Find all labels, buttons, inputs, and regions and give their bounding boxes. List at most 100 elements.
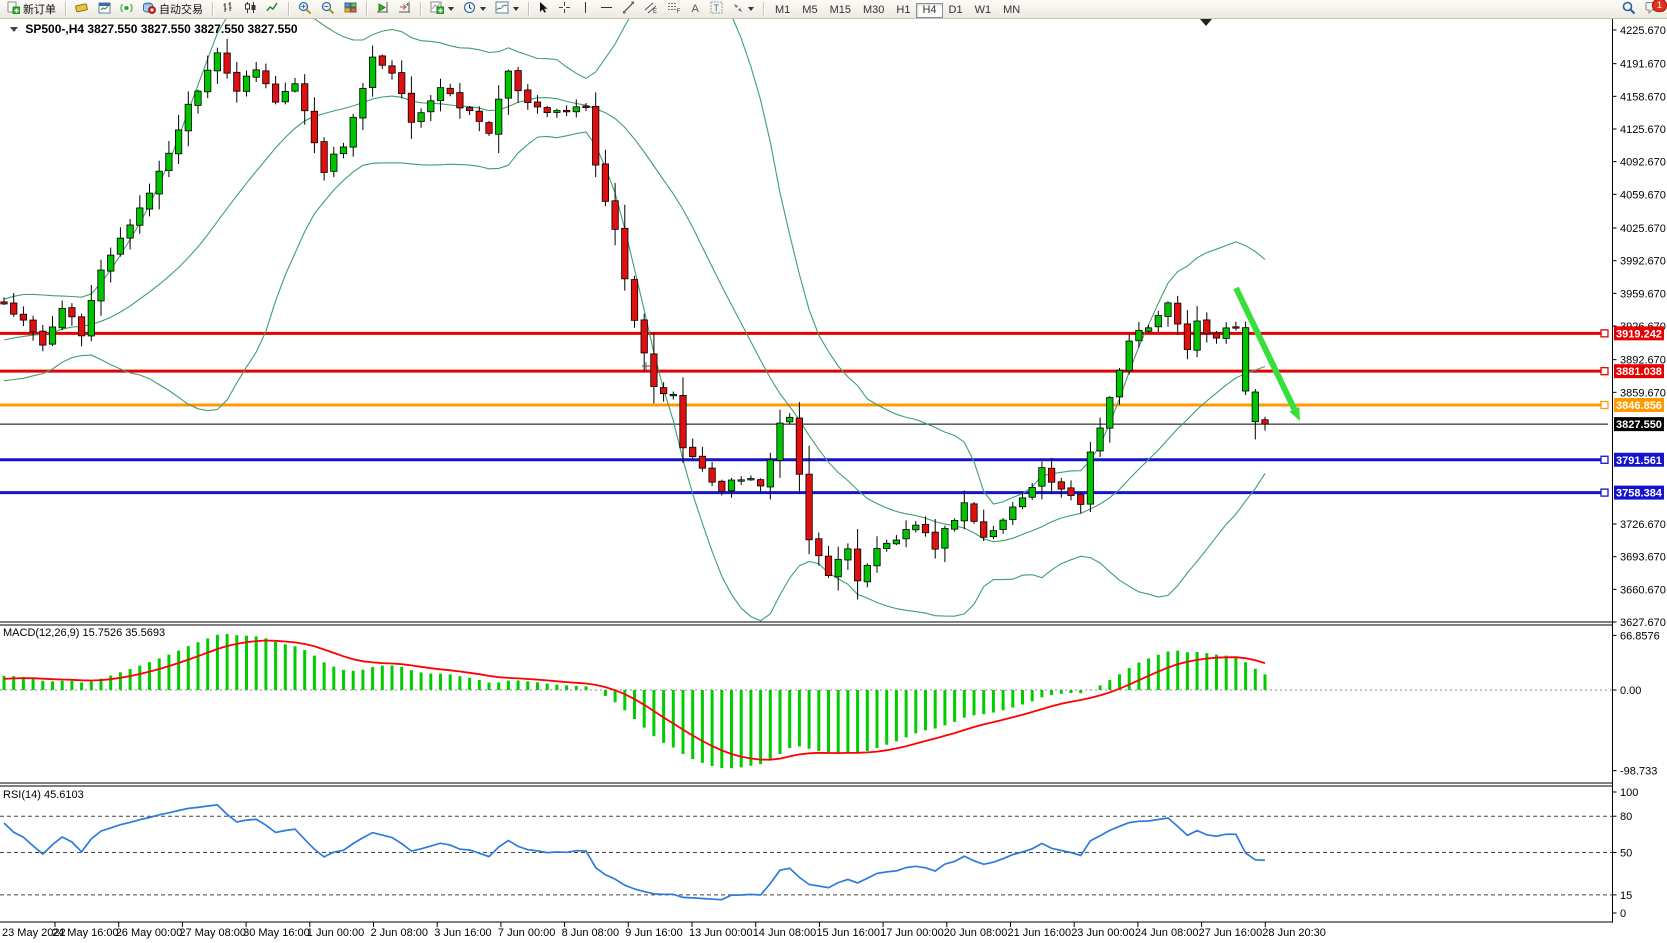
- macd-tick-label: -98.733: [1620, 766, 1657, 778]
- candle: [563, 110, 571, 113]
- line-endpoint-handle[interactable]: [1600, 367, 1609, 376]
- candle: [262, 70, 270, 85]
- chart-shift-marker-icon[interactable]: [1200, 19, 1212, 26]
- price-line-label: [1614, 452, 1664, 467]
- zoom-in-button[interactable]: [294, 1, 316, 18]
- price-tick-label: 3892.670: [1620, 355, 1666, 367]
- candle: [708, 467, 716, 483]
- chat-button[interactable]: 1: [1641, 0, 1667, 18]
- candle: [1009, 506, 1017, 521]
- equidistant-channel-button[interactable]: E: [640, 1, 662, 18]
- tile-windows-button[interactable]: [340, 1, 361, 18]
- timeframe-m15[interactable]: M15: [824, 3, 857, 18]
- candle: [1183, 323, 1191, 350]
- auto-trading-button[interactable]: 自动交易: [138, 1, 207, 18]
- price-line-label-text: 3881.038: [1616, 366, 1662, 378]
- timeframe-d1[interactable]: D1: [943, 3, 969, 18]
- search-button[interactable]: [1618, 1, 1640, 18]
- timeframe-h1[interactable]: H1: [890, 3, 916, 18]
- periods-button[interactable]: [459, 1, 490, 18]
- timeframe-w1[interactable]: W1: [969, 3, 998, 18]
- candle: [766, 459, 774, 488]
- candle: [446, 87, 454, 95]
- candle: [1193, 320, 1201, 351]
- line-chart-button[interactable]: [262, 1, 283, 18]
- candle: [1261, 419, 1269, 425]
- macd-label: MACD(12,26,9) 15.7526 35.5693: [3, 627, 166, 639]
- fibonacci-button[interactable]: F: [663, 1, 685, 18]
- chart-shift-button[interactable]: [394, 1, 415, 18]
- order-ticket-button[interactable]: [71, 1, 93, 18]
- timeframe-h4[interactable]: H4: [916, 2, 943, 18]
- candle: [436, 87, 445, 101]
- line-endpoint-handle[interactable]: [1600, 400, 1609, 410]
- candle: [456, 92, 464, 109]
- trendline-button[interactable]: [618, 1, 639, 18]
- templates-button[interactable]: [491, 1, 523, 18]
- candle: [495, 98, 503, 135]
- timeframe-m30[interactable]: M30: [857, 3, 890, 18]
- text-button[interactable]: A: [686, 1, 705, 18]
- timeframe-mn[interactable]: MN: [997, 3, 1026, 18]
- candle: [727, 479, 736, 492]
- candle: [892, 539, 901, 545]
- time-axis-label: 23 Jun 00:00: [1071, 927, 1135, 939]
- new-order-button[interactable]: 新订单: [3, 1, 60, 18]
- candle: [1115, 369, 1124, 398]
- candle: [281, 90, 289, 103]
- new-order-icon: [7, 1, 21, 17]
- price-tick-label: 3859.670: [1620, 387, 1666, 399]
- time-axis-label: 3 Jun 16:00: [434, 927, 492, 939]
- line-endpoint-handle[interactable]: [1600, 455, 1609, 464]
- candle: [58, 307, 66, 329]
- zoom-out-button[interactable]: [317, 1, 339, 18]
- auto-scroll-button[interactable]: [372, 1, 393, 18]
- notification-badge: 1: [1652, 0, 1667, 12]
- horizontal-line-button[interactable]: [596, 1, 617, 18]
- clock-icon: [463, 1, 476, 17]
- time-axis-label: 24 Jun 08:00: [1135, 927, 1199, 939]
- vertical-line-button[interactable]: [576, 1, 595, 18]
- dropdown-caret-icon: [448, 7, 454, 11]
- price-tick-label: 4092.670: [1620, 157, 1666, 169]
- rsi-tick-label: 50: [1620, 848, 1632, 860]
- candle: [611, 200, 619, 230]
- svg-text:F: F: [677, 9, 681, 14]
- chart-window-icon: [98, 2, 111, 17]
- toolbar-separator: [366, 2, 367, 16]
- timeframe-m1[interactable]: M1: [769, 3, 796, 18]
- template-icon: [495, 1, 509, 17]
- timeframe-m5[interactable]: M5: [796, 3, 823, 18]
- price-tick-label: 3992.670: [1620, 256, 1666, 268]
- arrows-button[interactable]: [728, 1, 758, 18]
- time-axis-label: 28 Jun 20:30: [1262, 927, 1326, 939]
- auto-scroll-icon: [376, 1, 389, 17]
- chart-window-button[interactable]: [94, 1, 115, 18]
- candle: [116, 237, 124, 255]
- text-label-button[interactable]: T: [706, 1, 727, 18]
- candle: [1212, 332, 1221, 339]
- candle: [1018, 497, 1027, 508]
- trend-arrow[interactable]: [1233, 286, 1298, 411]
- svg-text:T: T: [714, 3, 720, 13]
- expand-caret-icon: [10, 27, 18, 33]
- line-endpoint-handle[interactable]: [1600, 488, 1609, 497]
- candle: [1106, 397, 1114, 429]
- candle: [873, 548, 881, 567]
- candle: [863, 564, 871, 583]
- auto-trading-label: 自动交易: [159, 4, 203, 16]
- signals-button[interactable]: [116, 1, 137, 18]
- cursor-button[interactable]: [534, 1, 553, 18]
- candle: [504, 70, 513, 99]
- bar-chart-button[interactable]: [218, 1, 239, 18]
- candle: [1232, 326, 1240, 329]
- line-endpoint-handle[interactable]: [1600, 329, 1609, 338]
- candle: [1135, 329, 1143, 342]
- indicators-button[interactable]: [426, 1, 458, 18]
- candle: [330, 153, 338, 172]
- crosshair-button[interactable]: [554, 1, 575, 18]
- candle: [1242, 327, 1250, 392]
- candle: [1251, 391, 1259, 423]
- candlestick-chart-button[interactable]: [240, 1, 261, 18]
